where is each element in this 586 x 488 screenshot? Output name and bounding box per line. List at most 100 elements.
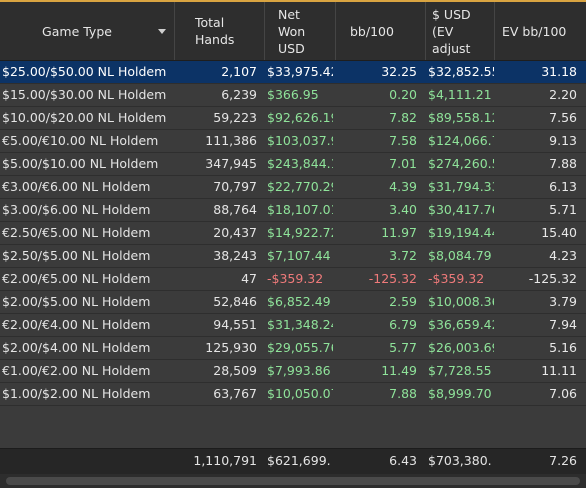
- usd-ev-cell: -$359.32: [428, 271, 485, 286]
- net-won-cell: -$359.32: [267, 271, 324, 286]
- game-type-cell: $2.00/$5.00 NL Holdem: [2, 294, 151, 309]
- column-header-label: Total Hands: [195, 15, 235, 47]
- total-bb100-value: 6.43: [389, 453, 417, 468]
- usd-ev-cell: $4,111.21: [428, 87, 492, 102]
- game-type-cell: €1.00/€2.00 NL Holdem: [2, 363, 151, 378]
- game-type-cell: $1.00/$2.00 NL Holdem: [2, 386, 151, 401]
- column-header-total-hands[interactable]: Total Hands: [175, 2, 265, 60]
- net-won-cell: $243,844.1: [267, 156, 333, 171]
- net-won-cell: $33,975.42: [267, 64, 333, 79]
- total-hands-cell: 52,846: [213, 294, 257, 309]
- net-won-cell: $103,037.9: [267, 133, 333, 148]
- ev-bb100-cell: 5.71: [549, 202, 577, 217]
- game-type-cell: $15.00/$30.00 NL Holdem: [2, 87, 167, 102]
- table-header: Game Type Total Hands Net Won USD bb/100…: [0, 2, 586, 61]
- table-row[interactable]: $2.50/$5.00 NL Holdem 38,243 $7,107.44 3.72…: [0, 245, 586, 268]
- net-won-cell: $18,107.01: [267, 202, 333, 217]
- total-net-won-value: $621,699.: [267, 453, 331, 468]
- game-type-cell: $25.00/$50.00 NL Holdem: [2, 64, 167, 79]
- bb100-cell: 0.20: [389, 87, 417, 102]
- column-header-label: EV bb/100: [502, 23, 567, 39]
- net-won-cell: $10,050.07: [267, 386, 333, 401]
- total-hands-cell: 38,243: [213, 248, 257, 263]
- game-type-cell: $3.00/$6.00 NL Holdem: [2, 202, 151, 217]
- usd-ev-cell: $124,066.7: [428, 133, 494, 148]
- usd-ev-cell: $26,003.69: [428, 340, 494, 355]
- usd-ev-cell: $89,558.12: [428, 110, 494, 125]
- usd-ev-cell: $32,852.55: [428, 64, 494, 79]
- table-row[interactable]: €2.00/€4.00 NL Holdem 94,551 $31,348.24 6.7…: [0, 314, 586, 337]
- ev-bb100-cell: 4.23: [549, 248, 577, 263]
- bb100-cell: -125.32: [368, 271, 417, 286]
- usd-ev-cell: $274,260.5: [428, 156, 494, 171]
- total-hands-cell: 88,764: [213, 202, 257, 217]
- bb100-cell: 11.49: [381, 363, 417, 378]
- net-won-cell: $6,852.49: [267, 294, 331, 309]
- scrollbar-thumb[interactable]: [6, 477, 580, 485]
- total-hands-cell: 28,509: [213, 363, 257, 378]
- bb100-cell: 11.97: [381, 225, 417, 240]
- total-hands-cell: 20,437: [213, 225, 257, 240]
- bb100-cell: 7.88: [389, 386, 417, 401]
- usd-ev-cell: $30,417.76: [428, 202, 494, 217]
- total-ev-bb100-value: 7.26: [549, 453, 577, 468]
- bb100-cell: 7.01: [389, 156, 417, 171]
- column-header-usd-ev[interactable]: $ USD (EV adjust: [426, 2, 495, 60]
- table-row[interactable]: $3.00/$6.00 NL Holdem 88,764 $18,107.01 3.4…: [0, 199, 586, 222]
- column-header-ev-bb100[interactable]: EV bb/100: [495, 2, 586, 60]
- total-hands-value: 1,110,791: [193, 453, 257, 468]
- game-type-cell: $5.00/$10.00 NL Holdem: [2, 156, 159, 171]
- table-row[interactable]: $2.00/$4.00 NL Holdem 125,930 $29,055.76 5.…: [0, 337, 586, 360]
- ev-bb100-cell: 5.16: [549, 340, 577, 355]
- column-header-game-type[interactable]: Game Type: [0, 2, 175, 60]
- table-row[interactable]: $2.00/$5.00 NL Holdem 52,846 $6,852.49 2.59…: [0, 291, 586, 314]
- net-won-cell: $92,626.19: [267, 110, 333, 125]
- ev-bb100-cell: 9.13: [549, 133, 577, 148]
- column-header-bb100[interactable]: bb/100: [336, 2, 426, 60]
- game-type-cell: $2.50/$5.00 NL Holdem: [2, 248, 151, 263]
- ev-bb100-cell: -125.32: [528, 271, 577, 286]
- usd-ev-cell: $36,659.42: [428, 317, 494, 332]
- total-hands-cell: 70,797: [213, 179, 257, 194]
- game-type-cell: €2.00/€5.00 NL Holdem: [2, 271, 151, 286]
- bb100-cell: 3.72: [389, 248, 417, 263]
- bb100-cell: 5.77: [389, 340, 417, 355]
- table-row[interactable]: $1.00/$2.00 NL Holdem 63,767 $10,050.07 7.8…: [0, 383, 586, 406]
- table-row[interactable]: $25.00/$50.00 NL Holdem 2,107 $33,975.42 32…: [0, 61, 586, 84]
- bb100-cell: 32.25: [381, 64, 417, 79]
- game-type-cell: €2.50/€5.00 NL Holdem: [2, 225, 151, 240]
- usd-ev-cell: $8,999.70: [428, 386, 492, 401]
- usd-ev-cell: $19,194.44: [428, 225, 494, 240]
- table-row[interactable]: €2.00/€5.00 NL Holdem 47 -$359.32 -125.32 -$…: [0, 268, 586, 291]
- net-won-cell: $29,055.76: [267, 340, 333, 355]
- table-row[interactable]: €3.00/€6.00 NL Holdem 70,797 $22,770.29 4.3…: [0, 176, 586, 199]
- ev-bb100-cell: 7.94: [549, 317, 577, 332]
- sort-dropdown-icon[interactable]: [158, 29, 166, 34]
- bb100-cell: 2.59: [389, 294, 417, 309]
- table-body: $25.00/$50.00 NL Holdem 2,107 $33,975.42 32…: [0, 61, 586, 406]
- table-row[interactable]: $5.00/$10.00 NL Holdem 347,945 $243,844.1 7…: [0, 153, 586, 176]
- game-type-cell: €2.00/€4.00 NL Holdem: [2, 317, 151, 332]
- ev-bb100-cell: 31.18: [541, 64, 577, 79]
- table-row[interactable]: $15.00/$30.00 NL Holdem 6,239 $366.95 0.20 $…: [0, 84, 586, 107]
- bb100-cell: 3.40: [389, 202, 417, 217]
- usd-ev-cell: $7,728.55: [428, 363, 492, 378]
- column-header-net-won[interactable]: Net Won USD: [265, 2, 336, 60]
- table-row[interactable]: €2.50/€5.00 NL Holdem 20,437 $14,922.72 11.…: [0, 222, 586, 245]
- bb100-cell: 4.39: [389, 179, 417, 194]
- net-won-cell: $7,993.86: [267, 363, 331, 378]
- ev-bb100-cell: 3.79: [549, 294, 577, 309]
- total-hands-cell: 63,767: [213, 386, 257, 401]
- table-row[interactable]: €1.00/€2.00 NL Holdem 28,509 $7,993.86 11.4…: [0, 360, 586, 383]
- horizontal-scrollbar[interactable]: [0, 474, 586, 488]
- net-won-cell: $31,348.24: [267, 317, 333, 332]
- ev-bb100-cell: 15.40: [541, 225, 577, 240]
- table-row[interactable]: €5.00/€10.00 NL Holdem 111,386 $103,037.9 7…: [0, 130, 586, 153]
- table-row[interactable]: $10.00/$20.00 NL Holdem 59,223 $92,626.19 7…: [0, 107, 586, 130]
- column-header-label: bb/100: [350, 23, 394, 39]
- usd-ev-cell: $10,008.36: [428, 294, 494, 309]
- total-hands-cell: 6,239: [221, 87, 257, 102]
- bb100-cell: 6.79: [389, 317, 417, 332]
- ev-bb100-cell: 7.06: [549, 386, 577, 401]
- ev-bb100-cell: 7.56: [549, 110, 577, 125]
